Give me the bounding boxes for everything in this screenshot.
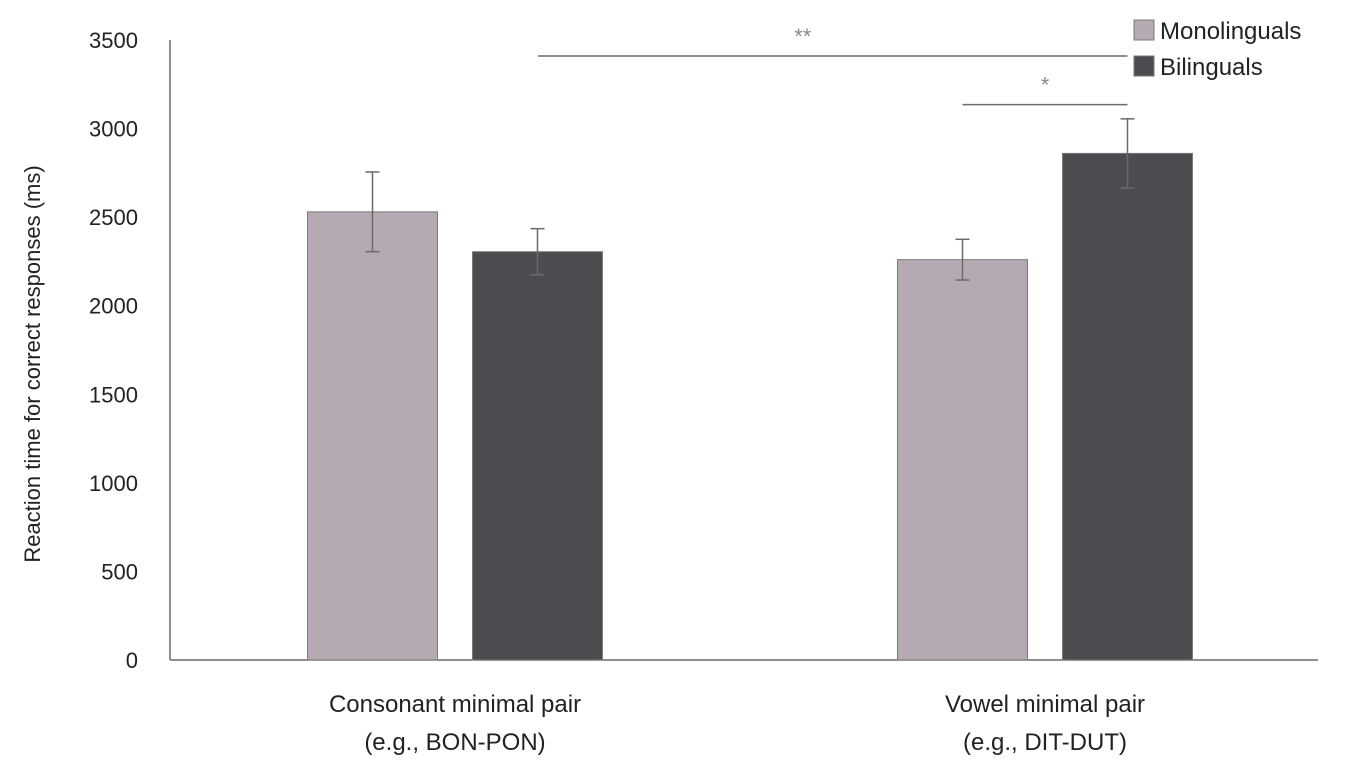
legend-swatch: [1133, 19, 1155, 41]
bar-bilinguals-0: [472, 251, 603, 661]
significance-label: **: [794, 24, 812, 49]
y-tick-label: 500: [101, 559, 138, 584]
significance-annotation-0: **: [538, 24, 1128, 57]
category-label-0: Consonant minimal pair (e.g., BON-PON): [329, 691, 581, 756]
y-tick-label: 0: [126, 648, 138, 673]
y-tick-label: 3000: [89, 117, 138, 142]
category-label-line: (e.g., DIT-DUT): [963, 729, 1127, 756]
y-axis-title: Reaction time for correct responses (ms): [20, 165, 45, 562]
significance-label: *: [1041, 73, 1050, 98]
error-bar-bilinguals-1: [1120, 118, 1135, 189]
y-tick-label: 2000: [89, 294, 138, 319]
error-bar-monolinguals-0: [365, 171, 380, 253]
bar-monolinguals-0: [307, 211, 438, 661]
bar-monolinguals-1: [897, 259, 1028, 661]
significance-annotation-1: *: [962, 73, 1128, 106]
legend-item-bilinguals: Bilinguals: [1133, 54, 1263, 81]
category-label-line: (e.g., BON-PON): [364, 729, 545, 756]
y-tick-label: 1000: [89, 471, 138, 496]
y-tick-label: 3500: [89, 28, 138, 53]
bar-bilinguals-1: [1062, 152, 1193, 661]
legend-label: Bilinguals: [1160, 54, 1263, 81]
y-tick-label: 2500: [89, 205, 138, 230]
legend-item-monolinguals: Monolinguals: [1133, 18, 1301, 45]
legend-swatch: [1133, 55, 1155, 77]
error-bar-monolinguals-1: [955, 238, 970, 281]
y-tick-label: 1500: [89, 382, 138, 407]
category-label-1: Vowel minimal pair (e.g., DIT-DUT): [945, 691, 1145, 756]
error-bar-bilinguals-0: [530, 227, 545, 276]
category-label-line: Consonant minimal pair: [329, 691, 581, 718]
category-label-line: Vowel minimal pair: [945, 691, 1145, 718]
legend-label: Monolinguals: [1160, 18, 1301, 45]
